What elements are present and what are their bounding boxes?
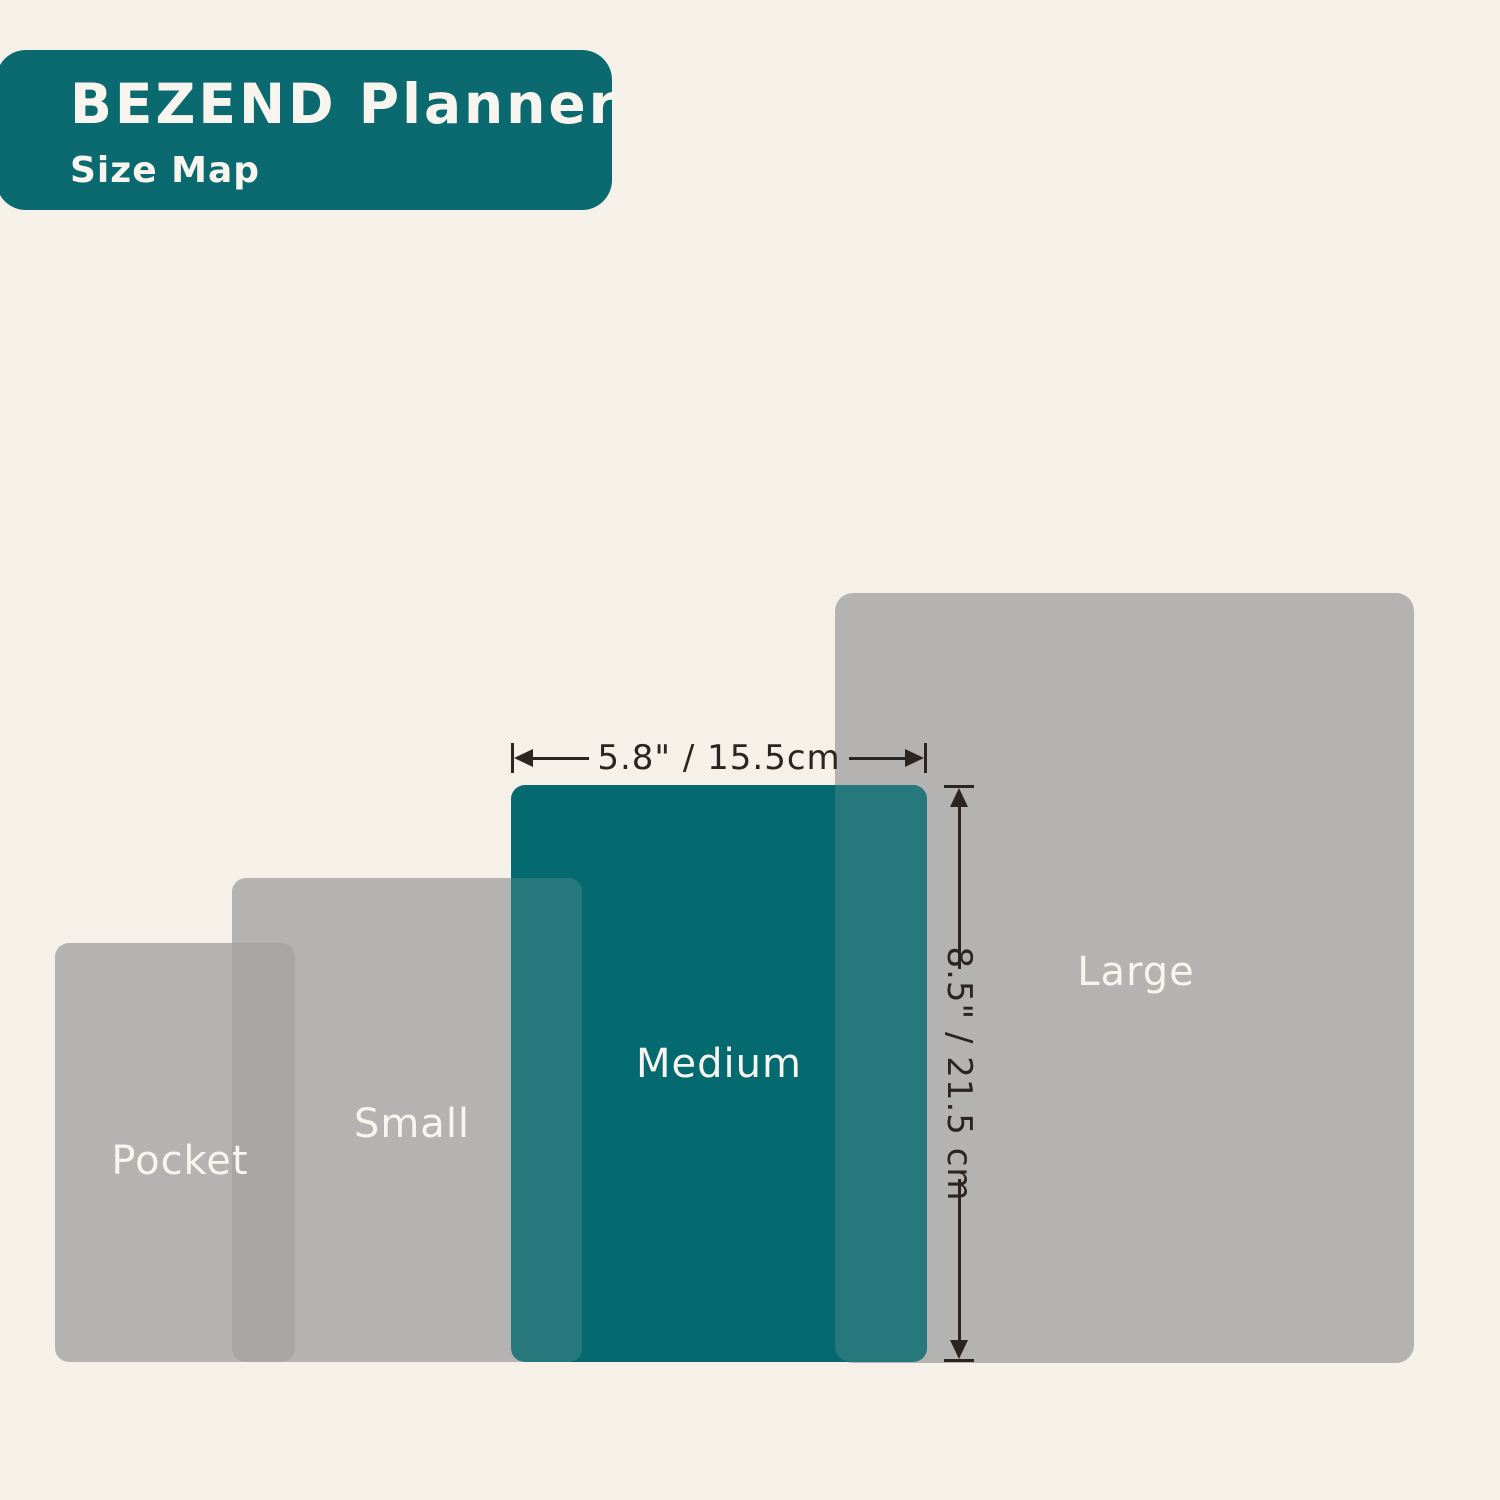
dimension-tick-bottom [944,1359,974,1362]
height-dimension-label-box: 8.5" / 21.5 cm [939,946,979,1201]
arrow-left-icon [514,749,533,767]
dimension-line [533,756,590,760]
arrow-right-icon [905,749,925,767]
size-rect-large [835,593,1414,1363]
arrow-up-icon [950,788,968,807]
size-label-medium: Medium [636,1041,802,1087]
dimension-tick-top [944,785,974,788]
dimension-tick-left [511,743,514,773]
overlap-medium-large [835,785,927,1362]
size-label-pocket: Pocket [111,1138,249,1184]
page-title: BEZEND Planner [70,72,619,136]
dimension-line [957,807,961,969]
overlap-pocket-small [232,943,295,1362]
arrow-down-icon [950,1340,968,1359]
dimension-tick-right [924,743,928,773]
header-badge: BEZEND Planner Size Map [0,50,616,210]
height-dimension-annotation: 8.5" / 21.5 cm [939,785,979,1362]
width-dimension-annotation: 5.8" / 15.5cm [511,738,928,778]
overlap-small-medium [511,878,582,1362]
height-dimension-label: 8.5" / 21.5 cm [939,945,979,1202]
page-subtitle: Size Map [70,150,261,191]
dimension-line [848,756,906,760]
size-label-large: Large [1077,949,1195,995]
dimension-line [957,1178,961,1340]
size-label-small: Small [353,1101,471,1147]
width-dimension-label: 5.8" / 15.5cm [597,738,841,778]
